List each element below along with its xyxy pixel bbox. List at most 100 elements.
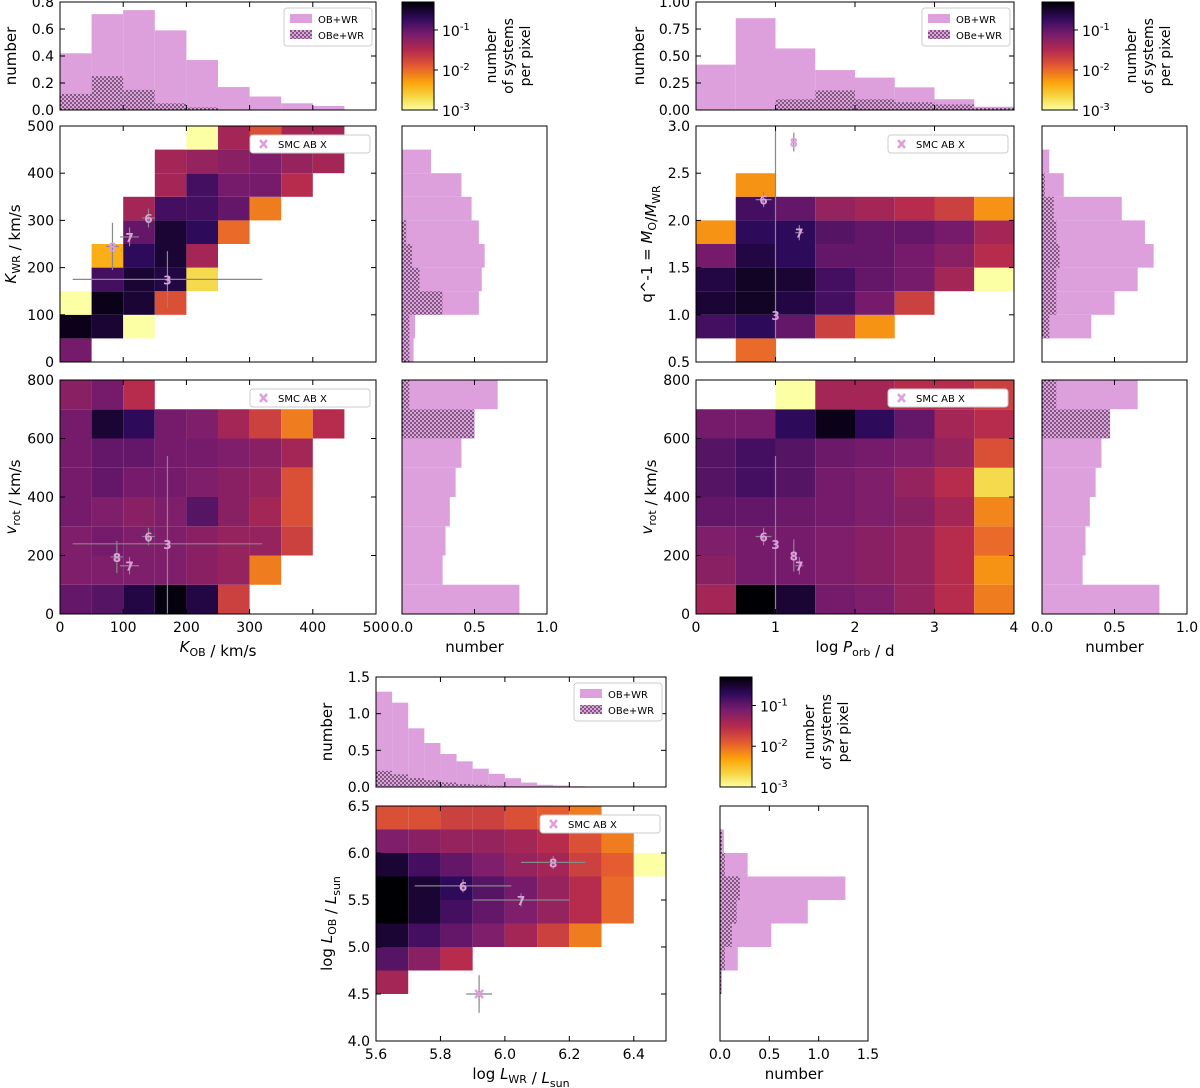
heatmap-cell [60, 380, 92, 410]
heatmap-cells [696, 173, 1014, 362]
x-tick-label: 0.5 [758, 1047, 780, 1063]
heatmap-cell [376, 923, 409, 947]
axis-label: KWR / km/s [2, 204, 24, 283]
hist-bar-ob [1042, 196, 1122, 221]
heatmap-cell [775, 196, 816, 221]
hist-bar-obe [440, 782, 457, 787]
heatmap-cell [440, 853, 473, 877]
observation-label: 8 [790, 136, 798, 150]
right-histogram [402, 149, 485, 362]
y-tick-label: 0.2 [32, 76, 54, 92]
hist-bar-obe [186, 107, 218, 110]
heatmap-cell [186, 409, 218, 439]
axis-label-part: / [527, 1069, 542, 1087]
hist-bar-obe [1042, 314, 1050, 339]
hist-bar-ob [1042, 497, 1090, 527]
right-histogram [1042, 380, 1160, 614]
heatmap-cell [855, 409, 895, 439]
heatmap-cells [376, 806, 666, 994]
y-tick-label: 3.0 [668, 119, 690, 135]
x-tick-label: 3 [930, 620, 939, 636]
legend-marker [259, 139, 268, 149]
heatmap-cell [186, 149, 218, 174]
heatmap-cell [735, 555, 776, 585]
heatmap-cell [186, 526, 218, 556]
heatmap-cell [281, 438, 313, 468]
heatmap-cell [440, 947, 473, 971]
heatmap-cell [815, 314, 855, 339]
heatmap-cell [894, 438, 935, 468]
heatmap-cell [218, 555, 250, 585]
hist-bar-ob [402, 267, 482, 292]
axis-label-part: log [318, 943, 336, 971]
heatmap-cell [91, 555, 124, 585]
heatmap-cell [249, 173, 282, 197]
hist-bar-ob [408, 728, 425, 787]
top-histogram [376, 691, 586, 787]
heatmap-cell [735, 220, 776, 244]
heatmap-cell [154, 409, 187, 439]
y-tick-label: 800 [27, 373, 54, 389]
heatmap-cell [855, 314, 895, 339]
hist-bar-ob [312, 105, 345, 110]
heatmap-cell [218, 409, 250, 439]
heatmap-cell [249, 409, 282, 439]
y-tick-label: 6.0 [348, 846, 370, 862]
y-tick-label: 0.00 [659, 103, 690, 119]
observation-label: 6 [759, 194, 767, 208]
y-tick-label: 0.5 [348, 743, 370, 759]
heatmap-cell [60, 409, 92, 439]
right-histogram [720, 829, 846, 994]
heatmap-cell [91, 438, 124, 468]
y-tick-label: 600 [663, 432, 690, 448]
heatmap-cell [735, 467, 776, 497]
axis-label-part: OB [326, 919, 339, 935]
heatmap-cell [186, 497, 218, 527]
observation-label: 8 [790, 550, 798, 564]
heatmap-cell [504, 876, 538, 900]
heatmap-cell [696, 291, 736, 315]
heatmap-cell [974, 467, 1014, 497]
hist-bar-ob [488, 773, 505, 787]
hist-bar-ob [553, 785, 570, 787]
heatmap-cell [855, 291, 895, 315]
hist-bar-ob [249, 96, 282, 110]
legend-label: SMC AB X [278, 140, 327, 151]
hist-bar-obe [402, 409, 475, 439]
observation-label: 7 [795, 227, 803, 241]
heatmap-cell [735, 497, 776, 527]
heatmap-cell [775, 555, 816, 585]
heatmap-cell [569, 923, 602, 947]
hist-bar-obe [855, 99, 895, 110]
axis-label-part: K [180, 638, 191, 656]
heatmap-cell [408, 829, 441, 853]
axis-label-part: WR [650, 185, 663, 204]
tick-exponent: -1 [460, 22, 470, 33]
hist-bar-obe [1042, 220, 1057, 244]
heatmap-cell [154, 584, 187, 614]
colorbar-tick-label: 10-3 [760, 779, 788, 797]
y-tick-label: 0.4 [32, 49, 54, 65]
x-tick-label: 0.0 [391, 620, 413, 636]
tick-exponent: -3 [1100, 102, 1110, 113]
axis-label-part: WR [10, 255, 23, 274]
legend-box [249, 388, 371, 408]
hist-bar-obe [815, 90, 855, 110]
x-tick-label: 0 [56, 620, 65, 636]
heatmap-cell [504, 829, 538, 853]
heatmap-cell [91, 467, 124, 497]
observation-points: 8 6 7 [414, 855, 586, 1013]
hist-bar-ob [720, 923, 772, 947]
y-tick-label: 0.0 [32, 103, 54, 119]
y-tick-label: 200 [27, 261, 54, 277]
observation-marker [474, 989, 484, 999]
right-histogram [1042, 149, 1154, 339]
heatmap-cell [91, 244, 124, 268]
heatmap-cell [696, 497, 736, 527]
hist-bar-obe [402, 267, 420, 292]
heatmap-cell [249, 149, 282, 174]
heatmap-cell [154, 149, 187, 174]
axis-label-part: q^-1 = [638, 244, 656, 303]
heatmap-cell [601, 876, 634, 900]
heatmap-cell [218, 220, 250, 244]
